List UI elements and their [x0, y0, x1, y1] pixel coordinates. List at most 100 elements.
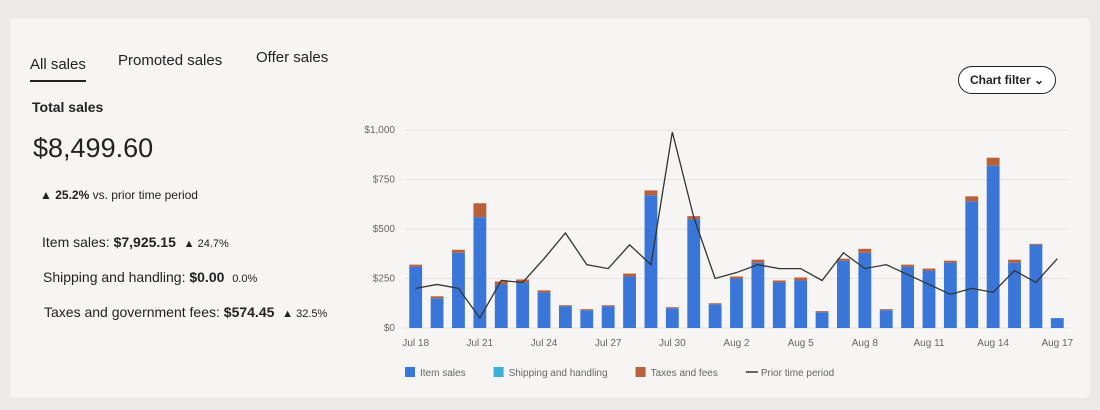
chart-filter-button[interactable]: Chart filter ⌄ [958, 66, 1056, 94]
x-tick-label: Aug 2 [723, 338, 750, 349]
tab[interactable]: Offer sales [256, 49, 329, 66]
bar-segment [516, 279, 530, 283]
bar-segment [772, 282, 786, 328]
button-label: Chart filter [969, 73, 1031, 87]
bar-segment [1050, 318, 1064, 328]
change-value: 32.5% [296, 308, 328, 320]
summary-row: Taxes and government fees: $574.45 ▲ 32.… [44, 304, 327, 320]
bar-segment [751, 262, 765, 328]
bar-segment [879, 310, 893, 328]
bar-segment [965, 196, 979, 202]
bar-segment [879, 309, 893, 311]
bar-segment [430, 298, 444, 328]
bar-segment [494, 284, 508, 328]
bar-segment [730, 276, 743, 279]
summary-title: Total sales [32, 99, 104, 115]
bar-segment [858, 248, 872, 253]
x-tick-label: Aug 17 [1041, 338, 1073, 349]
bar-segment [494, 281, 508, 285]
x-tick-label: Aug 14 [977, 338, 1009, 349]
legend-label: Shipping and handling [509, 368, 608, 379]
x-tick-label: Jul 27 [595, 338, 622, 349]
row-change: ▲ 32.5% [282, 308, 328, 320]
bar-segment [537, 290, 551, 293]
bar-segment [409, 264, 423, 267]
tab[interactable]: Promoted sales [118, 52, 223, 69]
bar-segment [858, 252, 872, 328]
bar-segment [558, 306, 572, 328]
bar-segment [516, 282, 530, 328]
bar-segment [751, 259, 765, 263]
bar-segment [986, 157, 1000, 166]
bar-segment [815, 312, 829, 328]
change-value: 0.0% [232, 273, 258, 285]
bar-segment [452, 249, 465, 253]
bar-segment [1008, 262, 1021, 328]
tab-underline [30, 80, 86, 82]
row-change: 0.0% [232, 273, 257, 285]
bar-segment [708, 303, 722, 305]
bar-segment [1029, 243, 1043, 245]
y-tick-label: $1,000 [364, 125, 395, 136]
tab[interactable]: All sales [30, 56, 86, 73]
bar-segment [922, 268, 936, 271]
bar-segment [943, 262, 957, 328]
bar-segment [601, 305, 615, 307]
bar-segment [430, 296, 444, 299]
bar-segment [537, 292, 551, 328]
row-value: $0.00 [189, 269, 225, 285]
bar-segment [922, 270, 936, 328]
bar-segment [558, 305, 572, 307]
bar-segment [837, 258, 850, 261]
bar-segment [794, 277, 808, 281]
legend-label: Taxes and fees [651, 368, 718, 379]
legend-label: Item sales [420, 368, 466, 379]
bar-segment [665, 307, 679, 309]
y-tick-label: $750 [373, 175, 396, 186]
x-tick-label: Aug 5 [788, 338, 815, 349]
bar-segment [772, 280, 786, 283]
bar-segment [409, 266, 423, 328]
bar-segment [730, 278, 743, 328]
bar-segment [965, 201, 979, 328]
bar-segment [943, 260, 957, 263]
x-tick-label: Aug 11 [914, 338, 945, 349]
y-tick-label: $500 [373, 224, 396, 235]
bar-segment [580, 309, 594, 311]
legend-swatch [493, 367, 504, 377]
row-value: $574.45 [223, 304, 275, 320]
row-label: Shipping and handling: [43, 269, 186, 285]
x-tick-label: Jul 21 [467, 338, 494, 349]
row-label: Item sales: [42, 234, 110, 250]
bar-segment [623, 276, 636, 328]
bar-segment [473, 217, 487, 328]
bar-segment [901, 266, 915, 328]
bar-segment [665, 308, 679, 328]
bar-segment [986, 165, 1000, 328]
change-value: 25.2% [55, 188, 90, 202]
row-value: $7,925.15 [113, 234, 176, 250]
summary-row: Item sales: $7,925.15 ▲ 24.7% [42, 234, 229, 250]
card [10, 18, 1090, 398]
legend-label: Prior time period [761, 368, 834, 379]
row-change: ▲ 24.7% [183, 238, 229, 250]
change-note: vs. prior time period [92, 188, 198, 202]
bar-segment [1029, 244, 1043, 328]
y-tick-label: $0 [384, 323, 396, 334]
bar-segment [580, 310, 594, 328]
bar-segment [837, 260, 850, 328]
x-tick-label: Jul 18 [402, 338, 429, 349]
total-change: ▲ 25.2% vs. prior time period [40, 188, 198, 202]
legend-swatch [405, 367, 415, 377]
bar-segment [644, 190, 658, 196]
legend-swatch [635, 367, 646, 377]
bar-segment [601, 306, 615, 328]
bar-segment [687, 219, 701, 328]
line [415, 131, 1058, 320]
bar-segment [708, 304, 722, 328]
summary-row: Shipping and handling: $0.00 0.0% [43, 269, 257, 285]
row-label: Taxes and government fees: [44, 304, 220, 320]
x-tick-label: Aug 8 [852, 338, 879, 349]
